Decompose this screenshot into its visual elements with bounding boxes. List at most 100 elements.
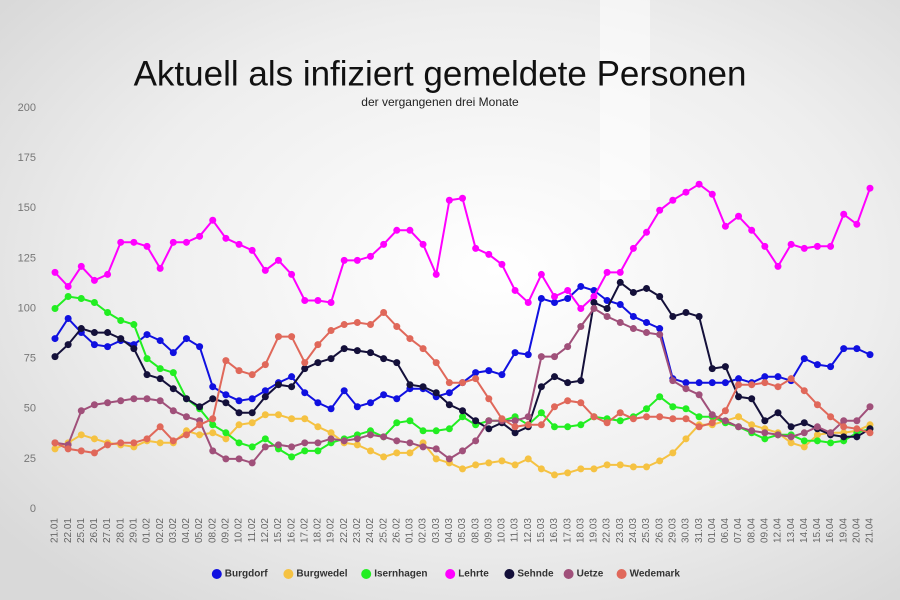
point (196, 431, 204, 439)
point (182, 413, 190, 421)
point (130, 439, 138, 447)
point (669, 403, 677, 411)
point (288, 415, 296, 423)
point (498, 457, 506, 465)
point (537, 270, 545, 278)
point (761, 373, 769, 381)
point (656, 292, 664, 300)
x-tick-label: 04.02 (181, 518, 192, 543)
point (261, 387, 269, 395)
x-tick-label: 21.01 (50, 518, 61, 543)
point (459, 413, 466, 421)
point (590, 305, 598, 312)
point (209, 429, 217, 437)
x-tick-label: 08.03 (470, 518, 481, 543)
y-tick-label: 200 (18, 102, 36, 114)
point (708, 411, 716, 419)
point (643, 228, 651, 236)
point (800, 244, 808, 252)
point (261, 443, 269, 451)
point (117, 397, 125, 405)
point (143, 355, 151, 363)
point (472, 437, 480, 445)
point (853, 433, 861, 441)
point (761, 242, 769, 250)
point (498, 260, 506, 268)
x-tick-label: 09.03 (483, 518, 494, 543)
point (353, 435, 361, 443)
point (327, 298, 335, 306)
point (130, 238, 138, 246)
point (813, 361, 821, 369)
point (721, 407, 729, 415)
point (104, 309, 112, 317)
point (77, 262, 85, 270)
point (656, 413, 664, 421)
point (629, 313, 637, 321)
point (77, 447, 85, 455)
point (51, 268, 59, 276)
point (643, 463, 651, 471)
legend-marker (563, 569, 574, 579)
point (616, 409, 624, 417)
x-tick-label: 02.03 (418, 518, 429, 543)
legend-marker (616, 569, 627, 579)
point (445, 455, 453, 463)
point (130, 345, 138, 353)
point (708, 379, 716, 387)
point (616, 461, 624, 469)
chart-subtitle: der vergangenen drei Monate (361, 95, 519, 109)
point (222, 435, 230, 443)
point (104, 329, 112, 337)
point (366, 399, 374, 407)
x-tick-label: 26.01 (89, 518, 100, 543)
point (656, 393, 664, 401)
point (196, 232, 204, 240)
point (564, 379, 572, 387)
point (472, 369, 480, 377)
point (761, 417, 769, 425)
point (682, 188, 690, 196)
point (222, 399, 230, 407)
series (51, 278, 874, 441)
point (90, 341, 98, 349)
point (603, 268, 611, 276)
point (209, 395, 217, 403)
point (721, 222, 729, 230)
point (748, 395, 756, 403)
point (800, 429, 808, 437)
point (432, 445, 440, 453)
point (564, 294, 572, 302)
point (537, 465, 545, 473)
point (419, 427, 427, 435)
point (590, 292, 598, 300)
point (761, 429, 769, 437)
point (485, 395, 493, 403)
point (840, 345, 848, 353)
point (669, 415, 677, 423)
point (406, 335, 414, 343)
point (327, 355, 335, 363)
point (340, 256, 348, 264)
point (419, 443, 427, 451)
point (616, 300, 624, 308)
point (327, 429, 335, 437)
x-tick-label: 18.02 (313, 518, 324, 543)
point (143, 371, 151, 379)
point (682, 385, 690, 393)
point (682, 415, 690, 423)
point (301, 389, 309, 397)
point (459, 379, 466, 387)
x-tick-label: 06.04 (720, 518, 731, 543)
x-tick-label: 07.04 (733, 518, 744, 543)
point (340, 345, 348, 353)
point (143, 331, 151, 339)
x-tick-label: 19.02 (326, 518, 337, 543)
x-tick-label: 27.01 (102, 518, 113, 543)
point (393, 359, 401, 367)
point (393, 323, 401, 331)
point (537, 421, 545, 429)
x-tick-label: 09.04 (759, 518, 770, 543)
x-tick-label: 01.02 (142, 518, 153, 543)
